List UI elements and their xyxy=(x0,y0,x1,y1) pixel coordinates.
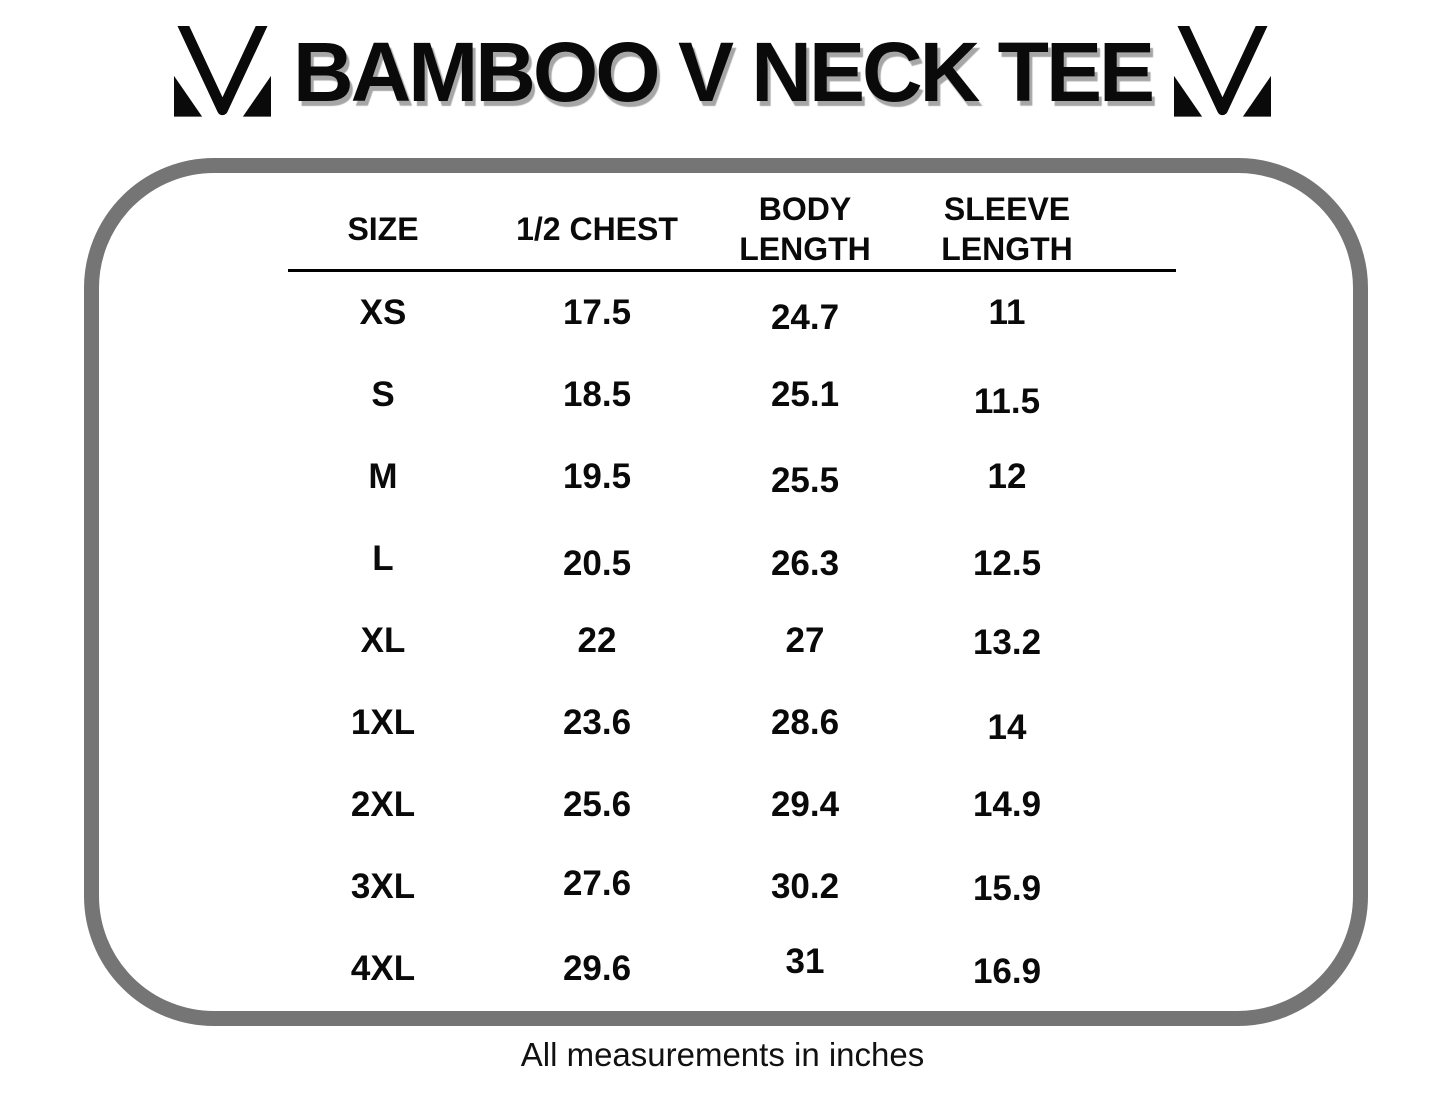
measurement-cell: 11.5 xyxy=(973,382,1041,421)
measurement-cell: 27.6 xyxy=(562,864,632,903)
table-row: 2XL 25.6 29.4 14.9 xyxy=(288,764,1176,846)
measurement-cell: 12.5 xyxy=(972,544,1042,583)
table-header: SIZE 1/2 CHEST BODY LENGTH SLEEVE LENGTH xyxy=(288,189,1176,271)
header: BAMBOO V NECK TEE xyxy=(0,18,1445,126)
table-row: S 18.5 25.1 11.5 xyxy=(288,354,1176,436)
measurement-cell: 27 xyxy=(785,621,825,660)
measurement-cell: 19.5 xyxy=(562,457,632,496)
size-cell: 4XL xyxy=(350,949,416,988)
measurement-cell: 17.5 xyxy=(562,293,632,332)
measurement-cell: 18.5 xyxy=(562,375,632,414)
table-row: L 20.5 26.3 12.5 xyxy=(288,518,1176,600)
size-cell: XL xyxy=(360,621,406,660)
chart-panel xyxy=(84,158,1368,1026)
measurement-cell: 25.6 xyxy=(562,785,632,824)
page-title: BAMBOO V NECK TEE xyxy=(292,24,1155,119)
size-chart-table: SIZE 1/2 CHEST BODY LENGTH SLEEVE LENGTH… xyxy=(288,189,1176,1010)
measurement-cell: 25.5 xyxy=(770,461,840,500)
measurement-cell: 28.6 xyxy=(770,703,840,742)
measurement-cell: 11 xyxy=(988,293,1026,332)
column-header-body-length: BODY LENGTH xyxy=(739,191,871,267)
table-row: M 19.5 25.5 12 xyxy=(288,436,1176,518)
measurement-cell: 29.4 xyxy=(770,785,840,824)
table-row: 1XL 23.6 28.6 14 xyxy=(288,682,1176,764)
measurement-cell: 13.2 xyxy=(972,623,1042,662)
size-chart-body: XS 17.5 24.7 11 S 18.5 25.1 11.5 M 19.5 25.5 12 L 20.… xyxy=(288,271,1176,1011)
measurement-cell: 14.9 xyxy=(972,785,1042,824)
table-row: XS 17.5 24.7 11 xyxy=(288,271,1176,355)
size-cell: 1XL xyxy=(350,703,416,742)
measurement-cell: 14 xyxy=(987,708,1027,747)
column-header-sleeve-length: SLEEVE LENGTH xyxy=(941,191,1073,267)
footer-note: All measurements in inches xyxy=(520,1036,925,1073)
size-cell: L xyxy=(372,539,394,578)
m-monogram-logo-icon xyxy=(1174,26,1272,117)
size-cell: M xyxy=(368,457,398,496)
measurement-cell: 20.5 xyxy=(562,544,632,583)
m-monogram-logo-icon xyxy=(173,26,271,117)
size-cell: 3XL xyxy=(350,867,416,906)
size-cell: XS xyxy=(359,293,407,332)
measurement-cell: 23.6 xyxy=(562,703,632,742)
table-row: 3XL 27.6 30.2 15.9 xyxy=(288,846,1176,928)
column-header-size: SIZE xyxy=(347,211,419,247)
measurement-cell: 25.1 xyxy=(770,375,840,414)
measurement-cell: 26.3 xyxy=(770,544,840,583)
measurement-cell: 16.9 xyxy=(972,952,1042,991)
measurement-cell: 29.6 xyxy=(562,949,632,988)
measurement-cell: 12 xyxy=(987,457,1027,496)
measurement-cell: 15.9 xyxy=(972,869,1042,908)
measurement-cell: 30.2 xyxy=(770,867,840,906)
table-row: XL 22 27 13.2 xyxy=(288,600,1176,682)
size-cell: S xyxy=(371,375,395,414)
size-cell: 2XL xyxy=(350,785,416,824)
measurement-cell: 31 xyxy=(785,942,825,981)
measurement-cell: 22 xyxy=(577,621,617,660)
header-row: SIZE 1/2 CHEST BODY LENGTH SLEEVE LENGTH xyxy=(288,189,1176,271)
column-header-half-chest: 1/2 CHEST xyxy=(516,211,678,247)
table-row: 4XL 29.6 31 16.9 xyxy=(288,928,1176,1010)
measurement-cell: 24.7 xyxy=(770,298,840,337)
